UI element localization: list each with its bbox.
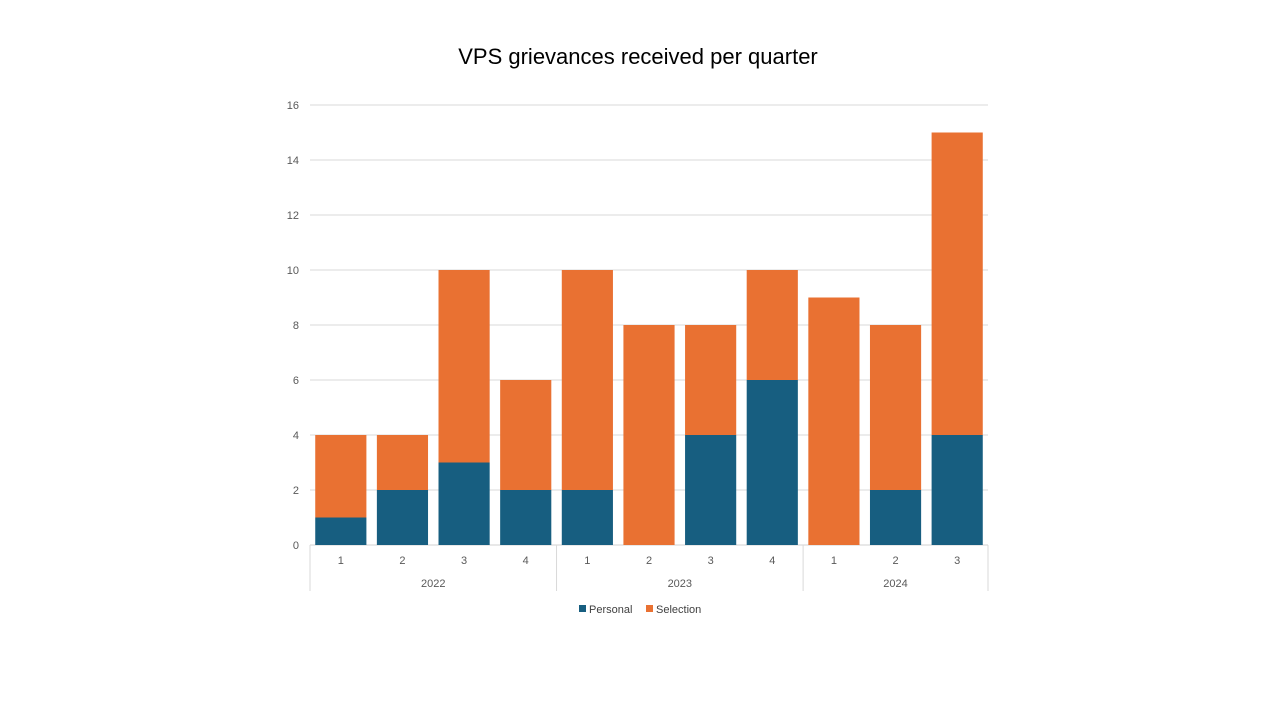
y-tick-label: 12 [287,210,299,222]
x-tick-label: 1 [584,555,590,567]
legend-swatch-selection [646,605,653,612]
x-tick-label: 4 [769,555,775,567]
bar-selection-2023-q4 [746,270,798,380]
bar-selection-2024-q1 [808,297,860,545]
bar-selection-2023-q3 [685,325,737,435]
bar-personal-2022-q3 [438,462,490,545]
bar-personal-2023-q1 [561,490,613,545]
bars [315,132,983,545]
x-tick-label: 3 [954,555,960,567]
x-group-label: 2022 [421,578,445,590]
y-tick-label: 0 [293,540,299,552]
x-tick-label: 2 [399,555,405,567]
x-tick-label: 2 [646,555,652,567]
bar-personal-2022-q2 [376,490,429,545]
chart-title: VPS grievances received per quarter [458,44,818,69]
y-tick-label: 6 [293,375,299,387]
x-tick-label: 3 [708,555,714,567]
bar-selection-2022-q3 [438,270,490,463]
bar-personal-2023-q4 [746,380,798,545]
bar-selection-2022-q2 [376,435,429,490]
x-group-label: 2023 [668,578,692,590]
legend-label-selection: Selection [656,604,701,616]
bar-personal-2024-q3 [931,435,983,545]
bar-selection-2023-q2 [623,325,675,545]
x-tick-label: 4 [523,555,529,567]
bar-selection-2022-q4 [500,380,552,490]
x-axis: 1 2 3 4 1 2 3 4 1 2 3 2022 2023 2024 [309,545,989,591]
x-tick-label: 1 [831,555,837,567]
y-axis-ticks: 0 2 4 6 8 10 12 14 16 [287,100,299,552]
x-tick-label: 1 [338,555,344,567]
bar-personal-2024-q2 [869,490,922,545]
bar-selection-2024-q2 [869,325,922,490]
y-tick-label: 4 [293,430,299,442]
y-tick-label: 14 [287,155,299,167]
y-tick-label: 8 [293,320,299,332]
bar-personal-2023-q3 [685,435,737,545]
bar-personal-2022-q1 [315,517,367,545]
bar-selection-2022-q1 [315,435,367,518]
y-tick-label: 16 [287,100,299,112]
legend-label-personal: Personal [589,604,632,616]
y-tick-label: 10 [287,265,299,277]
x-tick-label: 2 [892,555,898,567]
legend-swatch-personal [579,605,586,612]
bar-selection-2023-q1 [561,270,613,490]
y-tick-label: 2 [293,485,299,497]
bar-personal-2022-q4 [500,490,552,545]
x-group-label: 2024 [883,578,907,590]
bar-selection-2024-q3 [931,132,983,435]
legend: Personal Selection [579,604,701,616]
x-tick-label: 3 [461,555,467,567]
